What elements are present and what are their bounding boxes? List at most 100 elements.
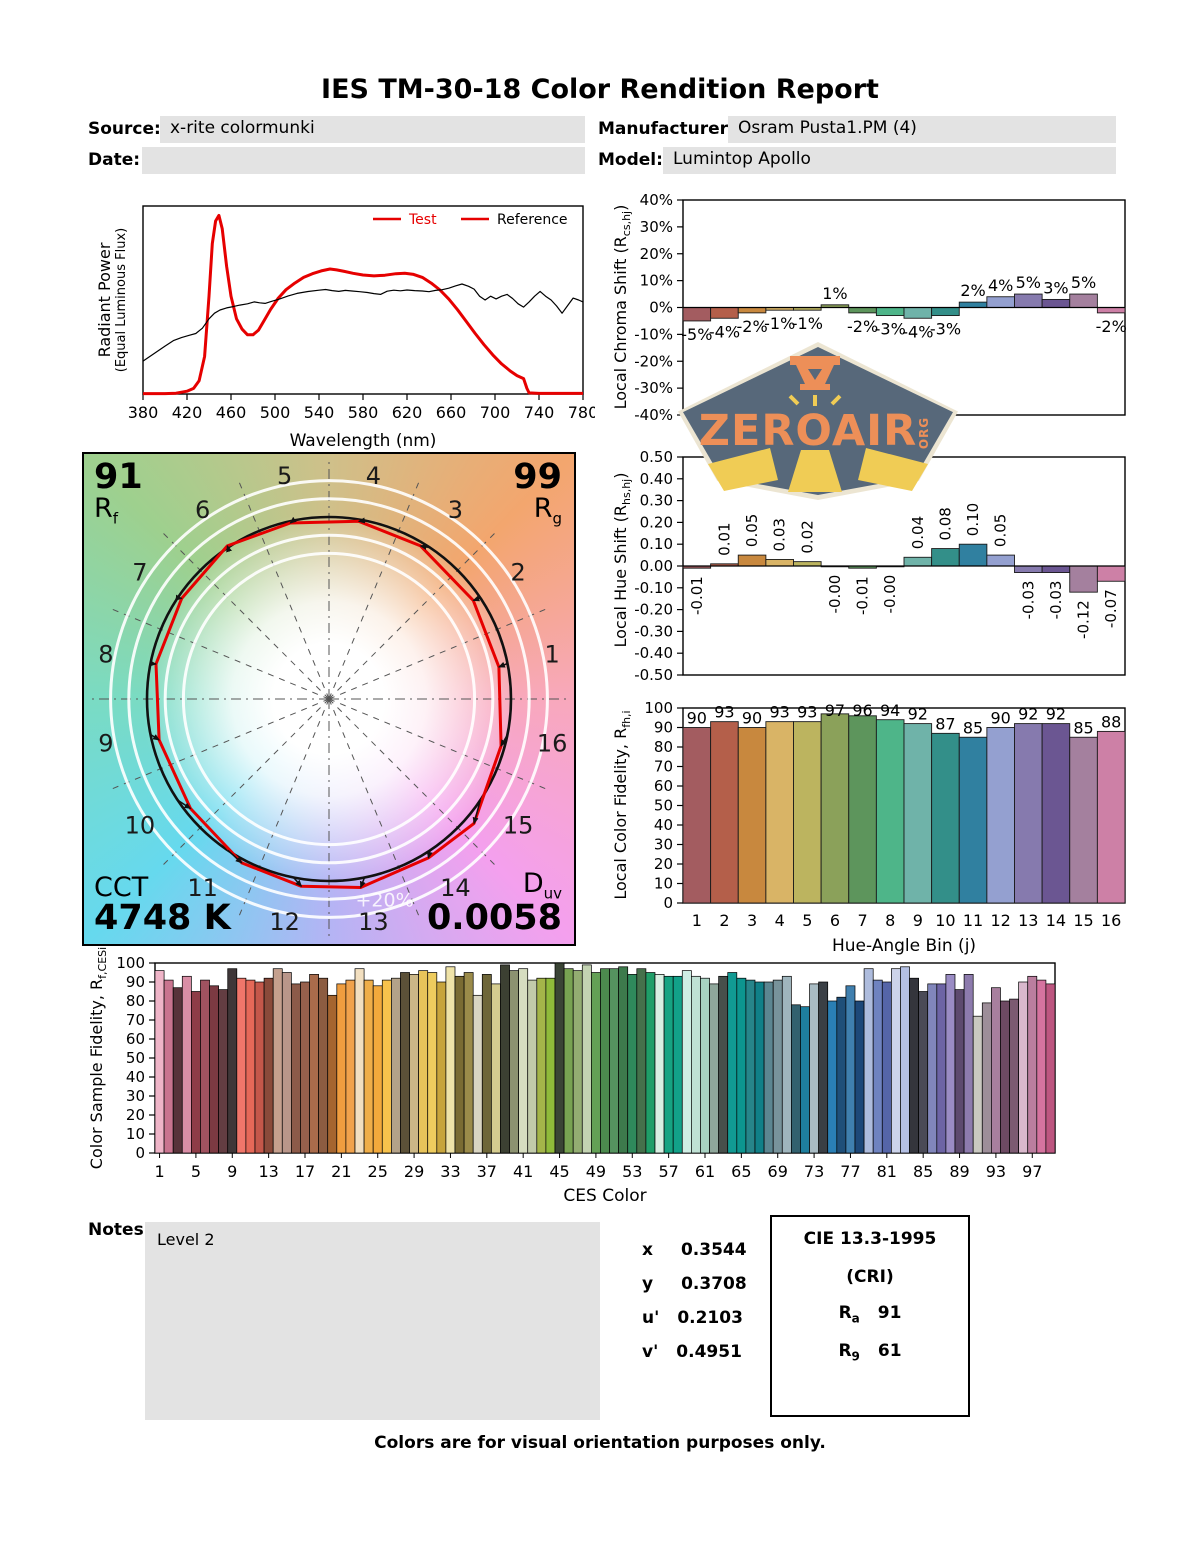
ra-value-row: Ra 91 — [838, 1303, 902, 1326]
svg-text:50: 50 — [126, 1049, 145, 1067]
svg-text:89: 89 — [949, 1162, 969, 1181]
svg-text:10: 10 — [935, 911, 955, 930]
svg-text:0.10: 0.10 — [640, 535, 673, 553]
svg-text:14: 14 — [440, 874, 471, 902]
svg-text:-20%: -20% — [634, 352, 673, 370]
svg-text:14: 14 — [1046, 911, 1066, 930]
svg-text:-4%: -4% — [709, 322, 740, 341]
svg-text:660: 660 — [436, 403, 467, 422]
cct-readout: CCT 4748 K — [94, 872, 231, 938]
svg-text:-40%: -40% — [634, 406, 673, 424]
svg-text:-2%: -2% — [1096, 317, 1127, 336]
svg-text:0.05: 0.05 — [992, 514, 1010, 547]
svg-text:0.00: 0.00 — [640, 557, 673, 575]
svg-text:4%: 4% — [988, 276, 1013, 295]
svg-text:-0.50: -0.50 — [634, 666, 673, 684]
footer-disclaimer: Colors are for visual orientation purpos… — [374, 1433, 826, 1453]
svg-text:37: 37 — [477, 1162, 497, 1181]
svg-text:30: 30 — [126, 1087, 145, 1105]
x-coordinate-row: x 0.3544 — [642, 1240, 747, 1260]
svg-text:80: 80 — [654, 738, 673, 756]
cri-box: CIE 13.3-1995 (CRI) Ra 91 R9 61 — [770, 1215, 970, 1417]
svg-text:13: 13 — [358, 908, 389, 936]
svg-text:97: 97 — [825, 701, 845, 720]
svg-text:0.20: 0.20 — [640, 513, 673, 531]
svg-text:CES Color: CES Color — [563, 1186, 646, 1205]
manufacturer-field[interactable]: Osram Pusta1.PM (4) — [728, 116, 1116, 143]
svg-text:500: 500 — [260, 403, 291, 422]
date-label: Date: — [88, 150, 141, 170]
svg-text:60: 60 — [654, 777, 673, 795]
svg-text:40: 40 — [126, 1068, 145, 1086]
svg-text:700: 700 — [480, 403, 511, 422]
svg-text:7: 7 — [857, 911, 867, 930]
svg-text:620: 620 — [392, 403, 423, 422]
svg-text:1: 1 — [154, 1162, 164, 1181]
source-field[interactable]: x-rite colormunki — [160, 116, 585, 143]
svg-text:-0.10: -0.10 — [634, 579, 673, 597]
svg-text:93: 93 — [770, 703, 790, 722]
rg-readout: 99 Rg — [513, 457, 562, 528]
svg-text:60: 60 — [126, 1030, 145, 1048]
svg-text:100: 100 — [644, 699, 673, 717]
svg-text:4: 4 — [775, 911, 785, 930]
svg-text:10: 10 — [125, 811, 156, 839]
svg-text:3%: 3% — [1043, 278, 1068, 297]
svg-text:11: 11 — [187, 874, 218, 902]
svg-text:1: 1 — [692, 911, 702, 930]
svg-text:2%: 2% — [960, 281, 985, 300]
fidelity-y-axis-label: Local Color Fidelity, Rfh,i — [610, 710, 634, 900]
svg-text:0.30: 0.30 — [640, 492, 673, 510]
svg-text:-30%: -30% — [634, 379, 673, 397]
svg-text:30%: 30% — [640, 218, 673, 236]
svg-text:85: 85 — [1073, 718, 1093, 737]
hue-y-axis-label: Local Hue Shift (Rhs,hj) — [610, 472, 634, 648]
svg-text:0.10: 0.10 — [964, 503, 982, 536]
svg-text:+20%: +20% — [356, 889, 414, 911]
svg-text:-0.01: -0.01 — [854, 576, 872, 615]
svg-text:420: 420 — [172, 403, 203, 422]
lantern-icon — [708, 356, 928, 492]
svg-text:-1%: -1% — [792, 314, 823, 333]
svg-text:2: 2 — [511, 559, 526, 587]
svg-text:90: 90 — [654, 719, 673, 737]
svg-text:0.01: 0.01 — [715, 522, 733, 555]
svg-text:-0.03: -0.03 — [1019, 581, 1037, 620]
svg-text:10: 10 — [126, 1125, 145, 1143]
svg-text:13: 13 — [258, 1162, 278, 1181]
svg-text:-5%: -5% — [681, 325, 712, 344]
svg-text:85: 85 — [913, 1162, 933, 1181]
chroma-shift-panel: Local Chroma Shift (Rcs,hj) -40% -30% -20%… — [605, 190, 1155, 432]
svg-text:92: 92 — [1046, 705, 1066, 724]
svg-text:80: 80 — [126, 992, 145, 1010]
svg-text:30: 30 — [654, 836, 673, 854]
manufacturer-label: Manufacturer: — [598, 119, 735, 139]
r9-value-row: R9 61 — [838, 1341, 902, 1364]
hue-plot: -0.50 -0.40 -0.30 -0.20 -0.10 0.00 0.10 0.20 0.3… — [634, 448, 1126, 684]
svg-text:12: 12 — [269, 908, 300, 936]
spd-chart-panel: Radiant Power (Equal Luminous Flux) 380 4… — [85, 192, 598, 458]
date-field[interactable] — [142, 147, 585, 174]
svg-text:70: 70 — [654, 758, 673, 776]
svg-text:61: 61 — [695, 1162, 715, 1181]
svg-text:3: 3 — [747, 911, 757, 930]
svg-text:9: 9 — [98, 729, 113, 757]
svg-text:6: 6 — [830, 911, 840, 930]
u-prime-coordinate-row: u' 0.2103 — [642, 1308, 743, 1328]
svg-text:580: 580 — [348, 403, 379, 422]
svg-text:8: 8 — [98, 641, 113, 669]
svg-text:-2%: -2% — [736, 317, 767, 336]
svg-text:20: 20 — [126, 1106, 145, 1124]
svg-text:70: 70 — [126, 1011, 145, 1029]
svg-text:97: 97 — [1022, 1162, 1042, 1181]
svg-text:1%: 1% — [822, 284, 847, 303]
ces-fidelity-panel: Color Sample Fidelity, Rf,CESi 0 10 20 30 40… — [80, 947, 1120, 1206]
model-field[interactable]: Lumintop Apollo — [663, 147, 1116, 174]
local-fidelity-plot: 0102030405060708090100901932903934935976… — [644, 699, 1126, 956]
svg-text:-2%: -2% — [847, 317, 878, 336]
notes-field[interactable]: Level 2 — [145, 1222, 600, 1420]
svg-text:0.05: 0.05 — [743, 514, 761, 547]
svg-text:0.50: 0.50 — [640, 448, 673, 466]
